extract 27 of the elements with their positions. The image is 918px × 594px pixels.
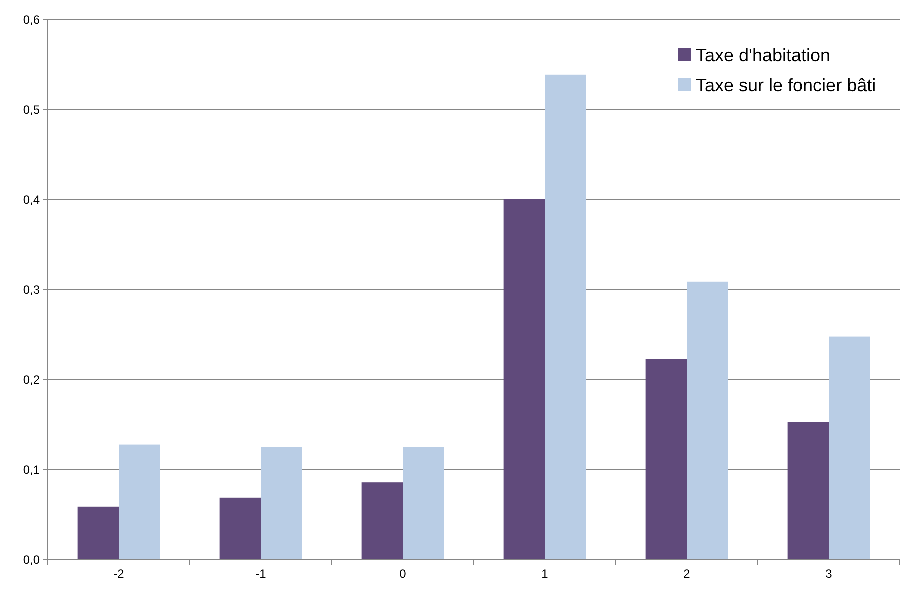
y-tick-label: 0,1 — [23, 463, 40, 478]
x-tick-label: 3 — [826, 567, 833, 581]
y-tick-label: 0,3 — [23, 283, 40, 298]
bar — [362, 482, 403, 560]
y-tick-label: 0,2 — [23, 373, 40, 388]
bar — [687, 282, 728, 560]
y-tick-label: 0,6 — [23, 13, 40, 28]
bar — [646, 359, 687, 560]
y-tick-label: 0,0 — [23, 553, 40, 568]
x-tick-label: -1 — [256, 567, 267, 581]
y-tick-label: 0,5 — [23, 103, 40, 118]
bar — [403, 448, 444, 560]
bar — [504, 199, 545, 560]
x-tick-label: 2 — [684, 567, 691, 581]
legend-label: Taxe d'habitation — [696, 45, 831, 66]
y-tick-label: 0,4 — [23, 193, 40, 208]
bar — [220, 498, 261, 560]
bar — [829, 336, 870, 560]
legend-label: Taxe sur le foncier bâti — [696, 75, 876, 96]
bar — [78, 506, 119, 560]
x-tick-label: -2 — [114, 567, 125, 581]
bar — [545, 74, 586, 560]
bar — [788, 422, 829, 560]
x-tick-label: 0 — [400, 567, 407, 581]
bar — [261, 448, 302, 560]
x-tick-label: 1 — [542, 567, 549, 581]
bar — [119, 444, 160, 560]
